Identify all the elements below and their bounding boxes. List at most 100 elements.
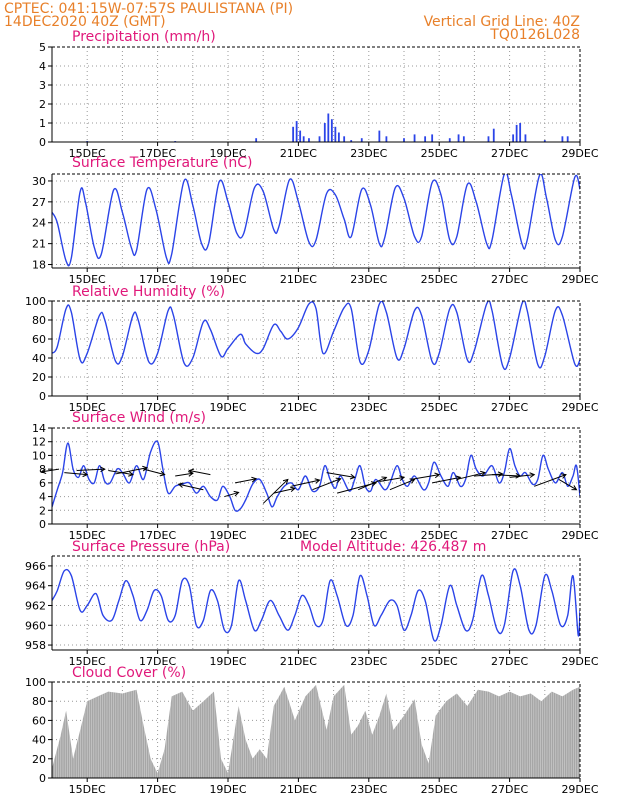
precip-bar bbox=[431, 134, 434, 142]
precip-ytick-label: 1 bbox=[39, 117, 46, 130]
wind-ytick-label: 12 bbox=[32, 436, 46, 449]
wind-arrow-head bbox=[159, 470, 166, 477]
wind-arrow bbox=[76, 468, 105, 472]
run-date: 14DEC2020 40Z (GMT) bbox=[4, 14, 166, 30]
precip-bar bbox=[385, 136, 388, 142]
humidity-ytick-label: 0 bbox=[39, 390, 46, 403]
station-header: CPTEC: 041:15W-07:57S PAULISTANA (PI) bbox=[4, 1, 293, 17]
cloud-xtick-label: 17DEC bbox=[139, 783, 176, 796]
wind-arrow bbox=[410, 474, 440, 480]
cloud-ytick-label: 20 bbox=[32, 753, 46, 766]
wind-arrow-head bbox=[188, 468, 195, 475]
wind-arrow bbox=[175, 472, 193, 477]
wind-arrow-head bbox=[128, 471, 134, 477]
wind-arrow-head bbox=[314, 478, 321, 484]
precip-bar bbox=[323, 123, 326, 142]
humidity-ytick-label: 40 bbox=[32, 352, 46, 365]
precip-bar bbox=[566, 136, 569, 142]
pressure-xtick-label: 23DEC bbox=[350, 655, 387, 668]
wind-arrow-head bbox=[40, 468, 47, 475]
pressure-ytick-label: 964 bbox=[25, 580, 46, 593]
precip-xtick-label: 19DEC bbox=[209, 147, 246, 160]
wind-arrow-head bbox=[251, 476, 258, 483]
wind-arrow bbox=[326, 472, 355, 478]
wind-title: Surface Wind (m/s) bbox=[72, 410, 206, 426]
pressure-xtick-label: 15DEC bbox=[69, 655, 106, 668]
wind-arrow bbox=[474, 473, 503, 477]
temp-panel: Surface Temperature (nC) 18 21 24 27 30 15DEC 1… bbox=[32, 155, 599, 286]
precip-bar bbox=[360, 138, 363, 142]
humidity-xtick-label: 27DEC bbox=[491, 401, 528, 414]
temp-xtick-label: 27DEC bbox=[491, 273, 528, 286]
pressure-xtick-label: 29DEC bbox=[561, 655, 598, 668]
humidity-xtick-label: 17DEC bbox=[139, 401, 176, 414]
cloud-xtick-label: 27DEC bbox=[491, 783, 528, 796]
cloud-xtick-label: 21DEC bbox=[280, 783, 317, 796]
wind-arrow-head bbox=[289, 486, 296, 493]
wind-arrow-head bbox=[497, 471, 504, 478]
wind-arrow bbox=[234, 478, 257, 484]
precip-bar bbox=[350, 140, 353, 142]
humidity-ytick-label: 100 bbox=[25, 295, 46, 308]
precip-bar bbox=[255, 138, 258, 142]
wind-arrow bbox=[224, 491, 239, 498]
precip-xtick-label: 17DEC bbox=[139, 147, 176, 160]
wind-arrow bbox=[262, 479, 289, 504]
temp-series-line bbox=[52, 174, 580, 267]
precip-bar bbox=[561, 136, 564, 142]
wind-arrow-head bbox=[560, 473, 567, 479]
cloud-panel: Cloud Cover (%) 0 20 40 60 80 100 15DEC 17DEC 19D… bbox=[25, 665, 599, 796]
precip-bar bbox=[457, 134, 460, 142]
precip-bar bbox=[299, 130, 302, 142]
precip-xtick-label: 29DEC bbox=[561, 147, 598, 160]
wind-arrow-head bbox=[529, 472, 536, 478]
pressure-xtick-label: 25DEC bbox=[421, 655, 458, 668]
precip-bar bbox=[512, 134, 515, 142]
cloud-ytick-label: 60 bbox=[32, 714, 46, 727]
wind-arrow-head bbox=[349, 473, 356, 480]
humidity-xtick-label: 23DEC bbox=[350, 401, 387, 414]
pressure-xtick-label: 19DEC bbox=[209, 655, 246, 668]
wind-arrow bbox=[64, 472, 88, 476]
wind-arrow bbox=[312, 478, 341, 491]
wind-arrow bbox=[558, 478, 577, 491]
humidity-ytick-label: 80 bbox=[32, 314, 46, 327]
wind-ytick-label: 0 bbox=[39, 518, 46, 531]
cloud-xtick-label: 25DEC bbox=[421, 783, 458, 796]
precip-ytick-label: 2 bbox=[39, 98, 46, 111]
temp-xtick-label: 17DEC bbox=[139, 273, 176, 286]
temp-xtick-label: 25DEC bbox=[421, 273, 458, 286]
humidity-ytick-label: 20 bbox=[32, 371, 46, 384]
wind-arrow-head bbox=[335, 477, 342, 483]
precip-title: Precipitation (mm/h) bbox=[72, 29, 216, 45]
precip-ytick-label: 4 bbox=[39, 60, 46, 73]
pressure-xtick-label: 21DEC bbox=[280, 655, 317, 668]
wind-xtick-label: 17DEC bbox=[139, 529, 176, 542]
wind-ytick-label: 6 bbox=[39, 477, 46, 490]
temp-ytick-label: 18 bbox=[32, 259, 46, 272]
temp-ytick-label: 24 bbox=[32, 217, 46, 230]
pressure-frame bbox=[51, 555, 581, 651]
wind-arrow-head bbox=[233, 490, 240, 497]
wind-arrow bbox=[178, 483, 204, 491]
pressure-ytick-label: 962 bbox=[25, 599, 46, 612]
wind-arrow-head bbox=[370, 481, 377, 487]
precip-bar bbox=[302, 136, 305, 142]
precip-bar bbox=[413, 134, 416, 142]
precip-bar bbox=[462, 136, 465, 142]
temp-ytick-label: 30 bbox=[32, 175, 46, 188]
temp-xtick-label: 21DEC bbox=[280, 273, 317, 286]
precip-bar bbox=[318, 136, 321, 142]
pressure-ytick-label: 966 bbox=[25, 560, 46, 573]
wind-arrow-head bbox=[282, 478, 289, 485]
temp-xtick-label: 15DEC bbox=[69, 273, 106, 286]
pressure-ytick-label: 960 bbox=[25, 619, 46, 632]
humidity-xtick-label: 15DEC bbox=[69, 401, 106, 414]
wind-ytick-label: 2 bbox=[39, 504, 46, 517]
precip-xtick-label: 15DEC bbox=[69, 147, 106, 160]
pressure-panel: Surface Pressure (hPa) 958 960 962 964 966 15D… bbox=[25, 539, 599, 668]
precip-bar bbox=[487, 136, 490, 142]
wind-arrow bbox=[534, 474, 567, 487]
